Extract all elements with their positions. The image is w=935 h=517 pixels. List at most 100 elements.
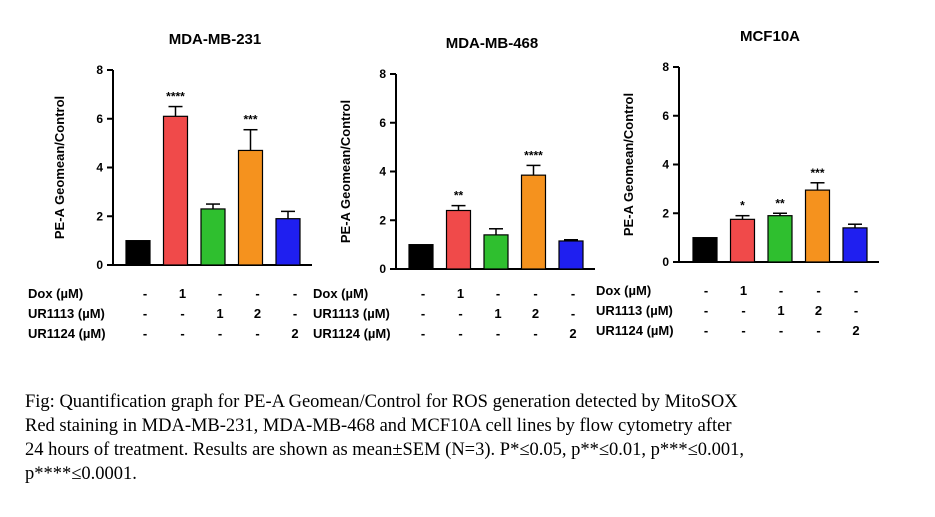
caption-line: 24 hours of treatment. Results are shown… [25,440,745,460]
y-tick-label: 8 [662,60,669,74]
significance-label: *** [243,113,257,127]
treatment-cell: - [293,306,297,321]
treatment-cell: - [779,323,783,338]
treatment-cell: - [293,286,297,301]
treatment-row-label: UR1113 (µM) [28,306,105,321]
treatment-cell: 2 [569,326,576,341]
treatment-cell: 1 [777,303,784,318]
y-tick-label: 0 [662,255,669,269]
treatment-cell: 2 [532,306,539,321]
treatment-cell: - [421,286,425,301]
bar [804,189,831,263]
treatment-row-label: UR1124 (µM) [313,326,391,341]
bar [162,115,189,266]
bar [692,237,718,263]
treatment-cell: 1 [457,286,464,301]
treatment-cell: - [704,283,708,298]
y-tick-label: 0 [96,258,103,272]
y-axis-label: PE-A Geomean/Control [621,93,636,236]
bar [237,149,264,266]
treatment-cell: - [421,306,425,321]
treatment-cell: - [854,283,858,298]
figure-caption: Fig: Quantification graph for PE-A Geome… [25,390,920,486]
y-tick-label: 6 [379,116,386,130]
bar [842,227,868,263]
significance-label: ** [775,196,785,210]
treatment-cell: 1 [179,286,186,301]
bar [275,218,301,266]
caption-line: Red staining in MDA-MB-231, MDA-MB-468 a… [25,416,732,436]
treatment-cell: - [458,306,462,321]
treatment-cell: 1 [216,306,223,321]
treatment-cell: 2 [815,303,822,318]
treatment-cell: - [533,326,537,341]
treatment-row-label: UR1124 (µM) [28,326,106,341]
treatment-cell: - [255,326,259,341]
y-tick-label: 8 [379,67,386,81]
treatment-row-label: UR1113 (µM) [313,306,390,321]
treatment-cell: - [255,286,259,301]
significance-label: **** [524,148,543,162]
treatment-row-label: UR1113 (µM) [596,303,673,318]
significance-label: * [740,199,745,213]
treatment-cell: - [854,303,858,318]
y-tick-label: 4 [96,161,103,175]
treatment-cell: - [218,286,222,301]
chart-title: MCF10A [740,28,800,45]
y-tick-label: 2 [379,213,386,227]
treatment-cell: 2 [254,306,261,321]
bar [483,234,509,270]
bar [408,244,434,270]
treatment-cell: - [421,326,425,341]
y-axis-label: PE-A Geomean/Control [52,96,67,239]
y-tick-label: 2 [96,209,103,223]
treatment-row-label: Dox (µM) [28,286,83,301]
treatment-cell: 2 [291,326,298,341]
treatment-cell: - [143,326,147,341]
treatment-cell: 2 [852,323,859,338]
y-tick-label: 6 [96,112,103,126]
treatment-cell: - [571,286,575,301]
treatment-cell: - [741,303,745,318]
treatment-cell: - [496,286,500,301]
y-tick-label: 0 [379,262,386,276]
treatment-cell: - [704,303,708,318]
bar [200,208,226,266]
chart-title: MDA-MB-231 [169,31,262,48]
treatment-cell: - [458,326,462,341]
bar [445,209,472,270]
treatment-cell: - [143,286,147,301]
y-tick-label: 8 [96,63,103,77]
treatment-cell: - [533,286,537,301]
caption-line: p****≤0.0001. [25,464,137,484]
treatment-row-label: Dox (µM) [313,286,368,301]
bar [729,218,756,263]
treatment-cell: - [143,306,147,321]
treatment-cell: - [779,283,783,298]
treatment-cell: - [218,326,222,341]
significance-label: ** [454,189,464,203]
treatment-row-label: UR1124 (µM) [596,323,674,338]
treatment-cell: - [496,326,500,341]
treatment-cell: - [816,323,820,338]
treatment-cell: - [571,306,575,321]
bar [767,215,793,263]
treatment-cell: - [816,283,820,298]
y-tick-label: 4 [379,165,386,179]
bar [125,240,151,266]
y-axis-label: PE-A Geomean/Control [338,100,353,243]
treatment-cell: - [741,323,745,338]
bar [520,174,547,270]
treatment-cell: - [180,306,184,321]
treatment-cell: - [180,326,184,341]
bar [558,240,584,270]
significance-label: **** [166,90,185,104]
significance-label: *** [810,166,824,180]
treatment-row-label: Dox (µM) [596,283,651,298]
treatment-cell: 1 [740,283,747,298]
y-tick-label: 2 [662,206,669,220]
